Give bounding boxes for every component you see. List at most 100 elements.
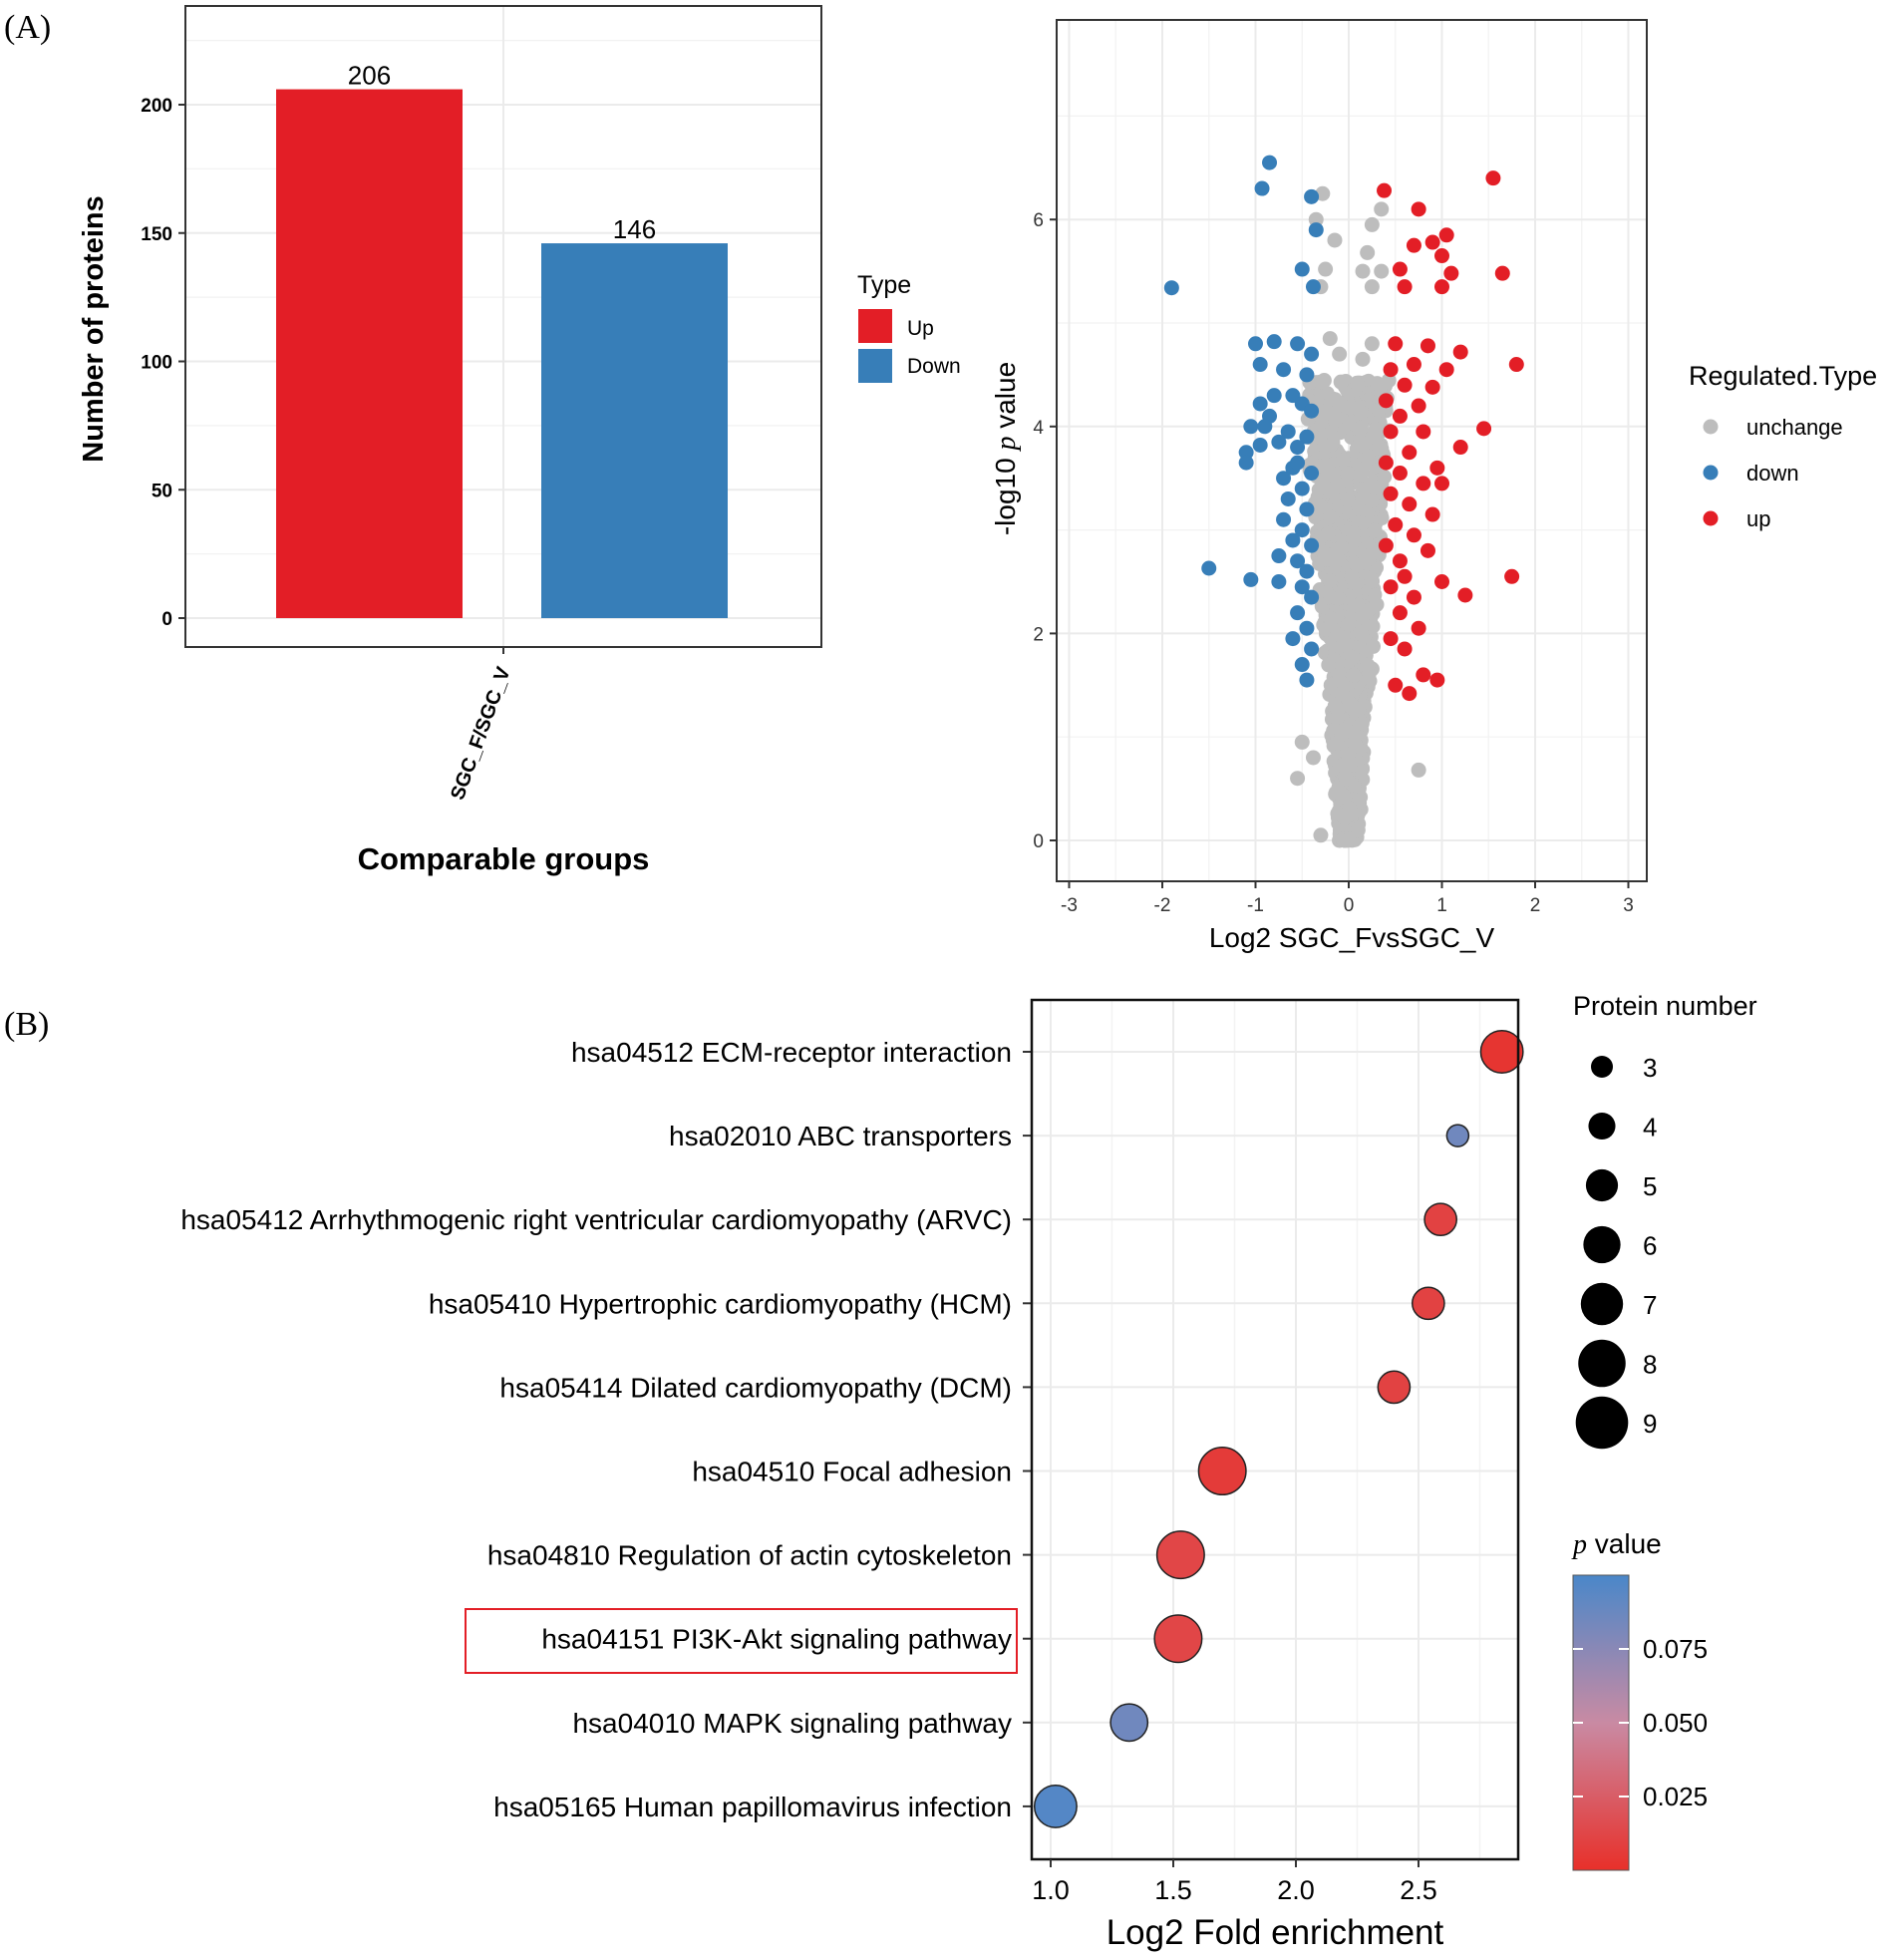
p-value-legend-italic: p — [1571, 1529, 1587, 1560]
volcano-up-point — [1383, 486, 1399, 501]
volcano-down-point — [1262, 155, 1278, 170]
volcano-unchange-point — [1294, 734, 1310, 750]
volcano-up-points — [1377, 170, 1524, 702]
volcano-unchange-point — [1341, 831, 1357, 847]
volcano-down-point — [1290, 553, 1306, 569]
volcano-up-point — [1429, 460, 1445, 476]
volcano-up-point — [1378, 455, 1394, 471]
kegg-bubbles — [1033, 1030, 1524, 1828]
volcano-unchange-point — [1347, 736, 1363, 752]
volcano-down-point — [1294, 522, 1310, 538]
volcano-unchange-point — [1353, 420, 1369, 436]
kegg-y-label: hsa04510 Focal adhesion — [692, 1457, 1012, 1487]
volcano-unchange-point — [1351, 638, 1367, 654]
volcano-unchange-point — [1360, 657, 1376, 673]
volcano-unchange-point — [1360, 244, 1376, 260]
volcano-up-point — [1378, 393, 1394, 409]
p-value-ticks: 0.025 0.050 0.075 — [1573, 1634, 1708, 1811]
protein-number-legend-label: 7 — [1643, 1290, 1657, 1320]
volcano-unchange-point — [1333, 374, 1349, 390]
volcano-up-point — [1402, 496, 1418, 512]
volcano-up-point — [1434, 574, 1449, 589]
bar-y-ticks: 0 50 100 150 200 — [141, 96, 185, 630]
protein-number-legend-label: 4 — [1643, 1113, 1657, 1143]
volcano-up-point — [1392, 553, 1408, 569]
bar-legend-down-swatch — [858, 349, 892, 383]
volcano-down-point — [1304, 188, 1320, 204]
volcano-unchange-point — [1359, 480, 1375, 495]
volcano-up-point — [1420, 542, 1435, 558]
volcano-down-point — [1299, 563, 1315, 579]
volcano-down-point — [1299, 429, 1315, 445]
volcano-up-point — [1411, 620, 1426, 636]
volcano-unchange-point — [1313, 385, 1329, 401]
volcano-up-point — [1424, 379, 1440, 395]
volcano-down-point — [1285, 631, 1301, 647]
volcano-up-point — [1424, 234, 1440, 250]
volcano-up-point — [1406, 589, 1421, 605]
volcano-x-axis-label: Log2 SGC_FvsSGC_V — [1209, 922, 1495, 953]
bar-data-label-up: 206 — [348, 61, 391, 91]
volcano-unchange-point — [1330, 702, 1346, 718]
bar-y-tick-label: 150 — [141, 224, 172, 245]
volcano-unchange-point — [1341, 758, 1357, 774]
kegg-bubble — [1153, 1614, 1203, 1664]
volcano-unchange-point — [1334, 727, 1350, 743]
kegg-y-label: hsa05410 Hypertrophic cardiomyopathy (HC… — [429, 1288, 1012, 1319]
volcano-unchange-point — [1411, 762, 1426, 778]
volcano-up-point — [1434, 476, 1449, 491]
protein-number-legend-label: 3 — [1643, 1053, 1657, 1083]
volcano-down-point — [1299, 672, 1315, 688]
volcano-down-points — [1163, 155, 1324, 688]
volcano-unchange-point — [1290, 771, 1306, 787]
protein-number-legend-label: 6 — [1643, 1231, 1657, 1261]
volcano-up-point — [1388, 516, 1404, 532]
volcano-down-point — [1294, 481, 1310, 496]
volcano-down-point — [1266, 388, 1282, 404]
volcano-unchange-point — [1374, 201, 1390, 217]
protein-number-legend-title: Protein number — [1573, 991, 1757, 1021]
protein-number-legend-dot — [1591, 1056, 1613, 1078]
volcano-up-point — [1429, 672, 1445, 688]
kegg-bubble — [1197, 1447, 1247, 1495]
volcano-up-point — [1476, 421, 1492, 437]
volcano-y-label-italic: p — [991, 437, 1022, 453]
bar-legend: Type Up Down — [857, 271, 961, 383]
bar-marks: 206 146 — [276, 61, 728, 619]
p-value-tick-label: 0.050 — [1643, 1708, 1708, 1738]
bar-y-tick-label: 100 — [141, 353, 172, 374]
volcano-y-label-prefix: -log10 — [990, 451, 1021, 536]
volcano-unchange-point — [1318, 261, 1334, 277]
p-value-legend-title: p value — [1571, 1528, 1662, 1560]
volcano-unchange-point — [1322, 331, 1338, 347]
volcano-down-point — [1276, 511, 1292, 527]
volcano-down-point — [1254, 180, 1270, 196]
volcano-up-point — [1406, 237, 1421, 253]
volcano-unchange-point — [1343, 399, 1359, 415]
kegg-y-label: hsa04010 MAPK signaling pathway — [572, 1708, 1012, 1739]
volcano-unchange-point — [1332, 346, 1348, 362]
volcano-unchange-point — [1324, 611, 1340, 627]
panel-b-label: (B) — [4, 1006, 49, 1043]
volcano-down-point — [1271, 548, 1287, 564]
volcano-legend-title: Regulated.Type — [1689, 361, 1877, 391]
volcano-unchange-point — [1338, 771, 1354, 787]
kegg-x-tick-label: 1.0 — [1032, 1875, 1070, 1905]
volcano-up-point — [1416, 476, 1431, 491]
volcano-unchange-point — [1344, 697, 1360, 713]
volcano-down-point — [1276, 471, 1292, 487]
volcano-x-tick-label: 3 — [1623, 895, 1634, 916]
volcano-y-tick-label: 6 — [1033, 210, 1044, 231]
volcano-unchange-point — [1355, 263, 1371, 279]
volcano-unchange-point — [1335, 452, 1351, 468]
volcano-legend-unchange-dot — [1703, 419, 1719, 435]
kegg-bubble — [1033, 1784, 1078, 1828]
volcano-up-point — [1392, 466, 1408, 482]
volcano-up-point — [1420, 338, 1435, 354]
volcano-unchange-point — [1313, 827, 1329, 843]
volcano-unchange-point — [1322, 573, 1338, 589]
protein-number-legend-dot — [1580, 1282, 1624, 1326]
volcano-down-point — [1271, 434, 1287, 450]
volcano-up-point — [1416, 667, 1431, 683]
